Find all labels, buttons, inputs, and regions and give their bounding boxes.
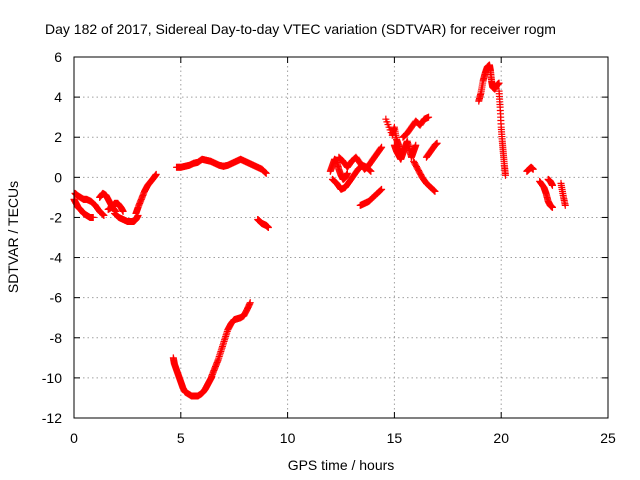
data-point [100,211,108,219]
y-tick-label: -4 [50,250,63,266]
data-point [366,167,374,175]
y-tick-label: 0 [54,169,62,185]
y-tick-label: -2 [50,209,63,225]
data-point [98,210,106,218]
x-tick-label: 25 [600,430,616,446]
data-point [425,113,433,121]
x-tick-label: 20 [493,430,509,446]
data-marks [70,61,569,400]
data-point [430,187,438,195]
data-point [376,187,384,195]
y-tick-label: 6 [54,49,62,65]
data-point [412,141,420,149]
data-point [367,167,375,175]
data-point [501,171,509,179]
data-point [89,213,97,221]
data-point [343,169,351,177]
y-tick-label: -6 [50,290,63,306]
y-tick-label: 2 [54,129,62,145]
data-point [548,181,556,189]
y-axis-label: SDTVAR / TECUs [5,181,21,293]
data-point [377,144,385,152]
y-tick-label: -12 [42,410,62,426]
data-point [262,169,270,177]
data-point [561,201,569,209]
x-tick-label: 0 [70,430,78,446]
data-point [433,139,441,147]
data-point [262,169,270,177]
x-tick-label: 5 [177,430,185,446]
data-point [431,187,439,195]
data-point [264,223,272,231]
data-point [246,299,254,307]
chart-title: Day 182 of 2017, Sidereal Day-to-day VTE… [45,21,556,37]
y-tick-label: -8 [50,330,63,346]
data-point [119,207,127,215]
x-tick-label: 10 [280,430,296,446]
data-point [377,186,385,194]
data-point [99,211,107,219]
data-point [152,170,160,178]
grid [74,57,608,418]
x-axis-label: GPS time / hours [288,457,395,473]
data-point [430,186,438,194]
y-tick-label: -10 [42,370,62,386]
data-point [378,185,386,193]
data-point [378,143,386,151]
data-point [529,165,537,173]
axis-ticks [73,56,609,419]
data-point [261,168,269,176]
y-tick-label: 4 [54,89,62,105]
tick-labels: 0 5 10 15 20 25 -12 -10 -8 -6 -4 -2 0 2 4 6 [42,49,616,446]
data-point [548,203,556,211]
plot-frame [73,56,609,419]
data-point [495,79,503,87]
x-tick-label: 15 [387,430,403,446]
